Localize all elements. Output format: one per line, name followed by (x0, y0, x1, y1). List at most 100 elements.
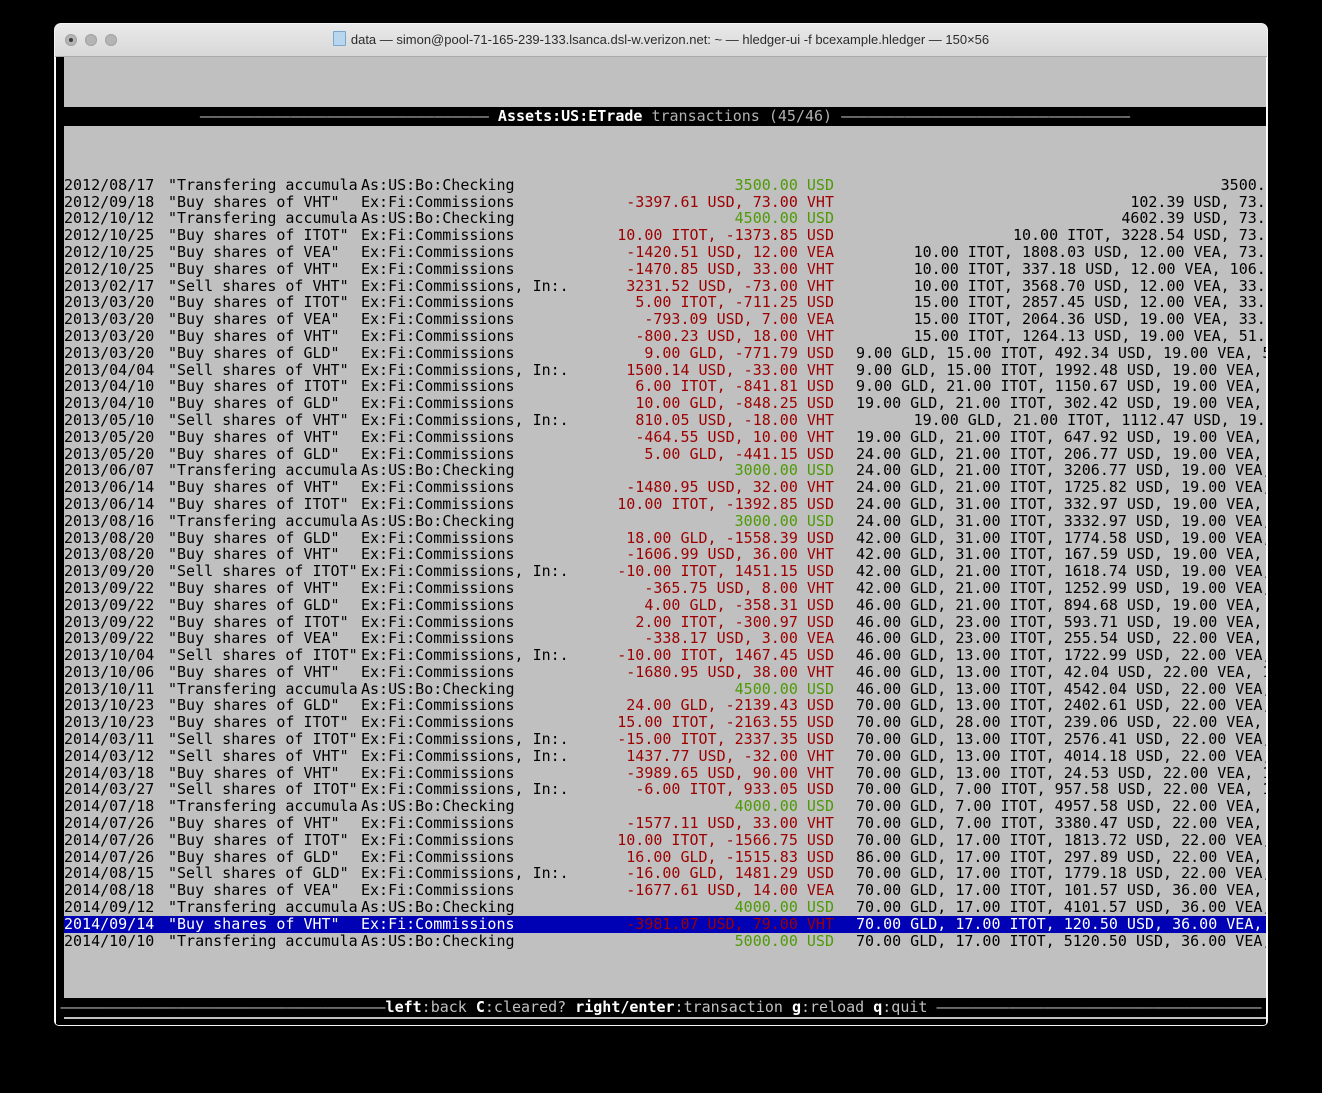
row-balance: 86.00 GLD, 17.00 ITOT, 297.89 USD, 22.00… (856, 848, 1263, 866)
table-row[interactable]: 2013/08/20 "Buy shares of VHT" Ex:Fi:Commi… (64, 546, 1266, 563)
row-balance: 46.00 GLD, 13.00 ITOT, 1722.99 USD, 22.0… (856, 647, 1266, 664)
row-description: "Buy shares of GLD" (168, 344, 340, 362)
row-amount: -338.17 USD, 3.00 VEA (644, 630, 834, 648)
table-row[interactable]: 2013/05/20 "Buy shares of GLD" Ex:Fi:Commi… (64, 446, 1266, 463)
table-row[interactable]: 2012/10/25 "Buy shares of VEA" Ex:Fi:Commi… (64, 244, 1266, 261)
zoom-button[interactable] (105, 34, 117, 46)
row-balance: 10.00 ITOT, 3228.54 USD, 73.00 VHT (1012, 227, 1266, 244)
table-row[interactable]: 2014/03/27 "Sell shares of ITOT" Ex:Fi:Com… (64, 781, 1266, 798)
table-row[interactable]: 2013/09/20 "Sell shares of ITOT" Ex:Fi:Com… (64, 563, 1266, 580)
table-row[interactable]: 2013/10/23 "Buy shares of ITOT" Ex:Fi:Comm… (64, 714, 1266, 731)
window-titlebar[interactable]: data — simon@pool-71-165-239-133.lsanca.… (55, 24, 1267, 57)
row-amount: 5.00 GLD, -441.15 USD (644, 445, 834, 463)
row-account: Ex:Fi:Commissions (361, 243, 515, 261)
row-date: 2014/08/18 (64, 882, 155, 900)
table-row[interactable]: 2013/10/11 "Transfering accumula..As:US:B… (64, 681, 1266, 698)
table-row[interactable]: 2013/03/20 "Buy shares of VEA" Ex:Fi:Commi… (64, 311, 1266, 328)
table-row[interactable]: 2014/09/14 "Buy shares of VHT" Ex:Fi:Commi… (64, 915, 1266, 933)
table-row[interactable]: 2012/09/18 "Buy shares of VHT" Ex:Fi:Commi… (64, 194, 1266, 211)
table-row[interactable]: 2013/03/20 "Buy shares of VHT" Ex:Fi:Commi… (64, 328, 1266, 345)
table-row[interactable]: 2013/02/17 "Sell shares of VHT" Ex:Fi:Comm… (64, 278, 1266, 295)
table-row[interactable]: 2013/09/22 "Buy shares of GLD" Ex:Fi:Commi… (64, 597, 1266, 614)
row-account: Ex:Fi:Commissions (361, 193, 515, 211)
table-row[interactable]: 2013/06/14 "Buy shares of VHT" Ex:Fi:Commi… (64, 479, 1266, 496)
row-balance: 24.00 GLD, 31.00 ITOT, 3332.97 USD, 19.0… (856, 512, 1266, 530)
row-description: "Sell shares of VHT" (168, 747, 349, 765)
row-description: "Buy shares of VEA" (168, 243, 340, 261)
row-date: 2013/10/06 (64, 663, 155, 681)
table-row[interactable]: 2013/05/10 "Sell shares of VHT" Ex:Fi:Comm… (64, 412, 1266, 429)
row-account: Ex:Fi:Commissions, In:.. (361, 563, 569, 580)
table-row[interactable]: 2013/06/07 "Transfering accumula..As:US:B… (64, 462, 1266, 479)
table-row[interactable]: 2013/10/06 "Buy shares of VHT" Ex:Fi:Commi… (64, 664, 1266, 681)
row-balance: 70.00 GLD, 28.00 ITOT, 239.06 USD, 22.00… (856, 714, 1263, 732)
table-row[interactable]: 2012/10/25 "Buy shares of ITOT" Ex:Fi:Comm… (64, 227, 1266, 244)
row-balance: 70.00 GLD, 17.00 ITOT, 4101.57 USD, 36.0… (856, 899, 1266, 916)
row-amount: 3000.00 USD (734, 512, 834, 530)
table-row[interactable]: 2014/10/10 "Transfering accumula..As:US:B… (64, 933, 1266, 950)
row-amount: 9.00 GLD, -771.79 USD (644, 344, 834, 362)
close-button[interactable] (65, 34, 77, 46)
table-row[interactable]: 2013/09/22 "Buy shares of VHT" Ex:Fi:Commi… (64, 580, 1266, 597)
table-row[interactable]: 2013/04/10 "Buy shares of ITOT" Ex:Fi:Comm… (64, 378, 1266, 395)
row-date: 2014/08/15 (64, 865, 155, 883)
row-amount: -15.00 ITOT, 2337.35 USD (617, 731, 834, 748)
table-row[interactable]: 2013/03/20 "Buy shares of ITOT" Ex:Fi:Comm… (64, 294, 1266, 311)
row-date: 2013/08/20 (64, 546, 155, 564)
row-balance: 24.00 GLD, 21.00 ITOT, 1725.82 USD, 19.0… (856, 479, 1266, 496)
table-row[interactable]: 2013/04/04 "Sell shares of VHT" Ex:Fi:Comm… (64, 362, 1266, 379)
table-row[interactable]: 2013/10/04 "Sell shares of ITOT" Ex:Fi:Com… (64, 647, 1266, 664)
row-date: 2013/09/22 (64, 596, 155, 614)
row-amount: 4.00 GLD, -358.31 USD (644, 596, 834, 614)
table-row[interactable]: 2014/03/12 "Sell shares of VHT" Ex:Fi:Comm… (64, 748, 1266, 765)
table-row[interactable]: 2014/07/26 "Buy shares of ITOT" Ex:Fi:Comm… (64, 832, 1266, 849)
table-row[interactable]: 2013/09/22 "Buy shares of VEA" Ex:Fi:Commi… (64, 630, 1266, 647)
row-amount: -3989.65 USD, 90.00 VHT (626, 764, 834, 782)
row-account: Ex:Fi:Commissions, In:.. (361, 781, 569, 799)
account-name: Assets:US:ETrade (497, 107, 643, 126)
table-row[interactable]: 2012/08/17 "Transfering accumula..As:US:B… (64, 177, 1266, 194)
row-account: Ex:Fi:Commissions (361, 495, 515, 513)
table-row[interactable]: 2013/05/20 "Buy shares of VHT" Ex:Fi:Commi… (64, 429, 1266, 446)
row-amount: 5000.00 USD (734, 932, 834, 950)
table-row[interactable]: 2014/07/26 "Buy shares of VHT" Ex:Fi:Commi… (64, 815, 1266, 832)
row-date: 2013/09/22 (64, 613, 155, 631)
table-row[interactable]: 2013/06/14 "Buy shares of ITOT" Ex:Fi:Comm… (64, 496, 1266, 513)
row-balance: 15.00 ITOT, 1264.13 USD, 19.00 VEA, 51.0… (913, 327, 1266, 345)
table-row[interactable]: 2014/03/11 "Sell shares of ITOT" Ex:Fi:Com… (64, 731, 1266, 748)
row-balance: 3500.00 USD (1220, 176, 1266, 194)
row-balance: 42.00 GLD, 31.00 ITOT, 1774.58 USD, 19.0… (856, 529, 1266, 547)
table-row[interactable]: 2013/03/20 "Buy shares of GLD" Ex:Fi:Commi… (64, 345, 1266, 362)
table-row[interactable]: 2014/07/18 "Transfering accumula..As:US:B… (64, 798, 1266, 815)
scrollbar[interactable] (56, 57, 64, 1025)
table-row[interactable]: 2012/10/12 "Transfering accumula..As:US:B… (64, 210, 1266, 227)
table-row[interactable]: 2014/07/26 "Buy shares of GLD" Ex:Fi:Commi… (64, 849, 1266, 866)
row-date: 2013/05/20 (64, 445, 155, 463)
row-account: Ex:Fi:Commissions (361, 378, 515, 396)
table-row[interactable]: 2014/03/18 "Buy shares of VHT" Ex:Fi:Commi… (64, 765, 1266, 782)
row-balance: 70.00 GLD, 7.00 ITOT, 4957.58 USD, 22.00… (856, 798, 1263, 816)
terminal-bottom-strip (56, 1019, 1266, 1025)
transaction-list[interactable]: 2012/08/17 "Transfering accumula..As:US:B… (64, 177, 1266, 950)
table-row[interactable]: 2012/10/25 "Buy shares of VHT" Ex:Fi:Commi… (64, 261, 1266, 278)
table-row[interactable]: 2013/10/23 "Buy shares of GLD" Ex:Fi:Commi… (64, 697, 1266, 714)
table-row[interactable]: 2014/08/15 "Sell shares of GLD" Ex:Fi:Comm… (64, 865, 1266, 882)
row-account: As:US:Bo:Checking (361, 176, 515, 194)
minimize-button[interactable] (85, 34, 97, 46)
table-row[interactable]: 2013/08/16 "Transfering accumula..As:US:B… (64, 513, 1266, 530)
table-row[interactable]: 2013/04/10 "Buy shares of GLD" Ex:Fi:Commi… (64, 395, 1266, 412)
row-balance: 42.00 GLD, 21.00 ITOT, 1618.74 USD, 19.0… (856, 563, 1266, 580)
row-amount: 4500.00 USD (734, 210, 834, 228)
table-row[interactable]: 2013/09/22 "Buy shares of ITOT" Ex:Fi:Comm… (64, 614, 1266, 631)
table-row[interactable]: 2013/08/20 "Buy shares of GLD" Ex:Fi:Commi… (64, 530, 1266, 547)
row-account: Ex:Fi:Commissions (361, 546, 515, 564)
row-balance: 46.00 GLD, 23.00 ITOT, 593.71 USD, 19.00… (856, 613, 1263, 631)
row-balance: 70.00 GLD, 17.00 ITOT, 1813.72 USD, 22.0… (856, 831, 1266, 849)
table-row[interactable]: 2014/08/18 "Buy shares of VEA" Ex:Fi:Commi… (64, 882, 1266, 899)
table-row[interactable]: 2014/09/12 "Transfering accumula..As:US:B… (64, 899, 1266, 916)
row-description: "Buy shares of GLD" (168, 529, 340, 547)
row-amount: 4500.00 USD (734, 680, 834, 698)
row-account: As:US:Bo:Checking (361, 512, 515, 530)
row-description: "Buy shares of ITOT" (168, 714, 349, 732)
row-account: Ex:Fi:Commissions, In:.. (361, 411, 569, 429)
